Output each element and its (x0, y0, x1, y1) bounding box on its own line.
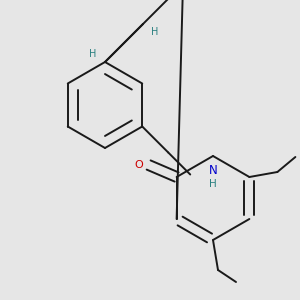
Text: N: N (208, 164, 217, 176)
Text: H: H (89, 49, 97, 59)
Text: H: H (209, 179, 217, 189)
Text: H: H (151, 27, 159, 37)
Text: O: O (134, 160, 143, 170)
